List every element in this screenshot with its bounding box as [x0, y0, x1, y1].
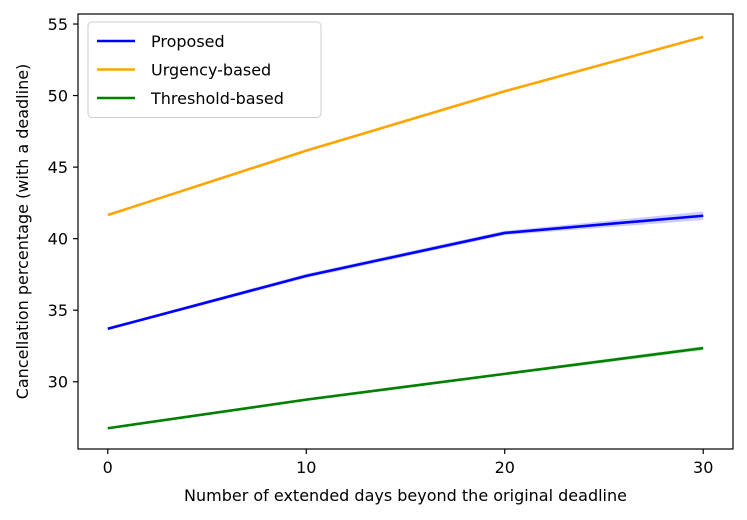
- legend-label-proposed: Proposed: [151, 32, 225, 51]
- legend-label-threshold-based: Threshold-based: [150, 89, 284, 108]
- line-urgency-based: [107, 35, 704, 217]
- y-tick-label: 40: [48, 230, 68, 249]
- y-tick-label: 55: [48, 15, 68, 34]
- y-tick-label: 35: [48, 301, 68, 320]
- x-axis-label: Number of extended days beyond the origi…: [184, 486, 627, 505]
- legend-label-urgency-based: Urgency-based: [151, 61, 271, 80]
- x-tick-label: 10: [296, 458, 316, 477]
- band-proposed: [107, 211, 704, 331]
- legend: Proposed Urgency-based Threshold-based: [87, 21, 322, 118]
- x-tick-label: 0: [103, 458, 113, 477]
- series-lines: [107, 35, 704, 430]
- x-tick-label: 20: [495, 458, 515, 477]
- x-tick-label: 30: [693, 458, 713, 477]
- y-tick-label: 30: [48, 373, 68, 392]
- plot-frame: [77, 13, 734, 450]
- y-tick-label: 50: [48, 87, 68, 106]
- y-tick-label: 45: [48, 158, 68, 177]
- y-axis-ticks: 30 35 40 45 50 55: [48, 15, 78, 392]
- line-proposed: [107, 214, 704, 331]
- x-axis-ticks: 0 10 20 30: [103, 449, 713, 477]
- line-threshold-based: [107, 346, 704, 430]
- y-axis-label: Cancellation percentage (with a deadline…: [13, 64, 32, 400]
- legend-box: [87, 21, 322, 118]
